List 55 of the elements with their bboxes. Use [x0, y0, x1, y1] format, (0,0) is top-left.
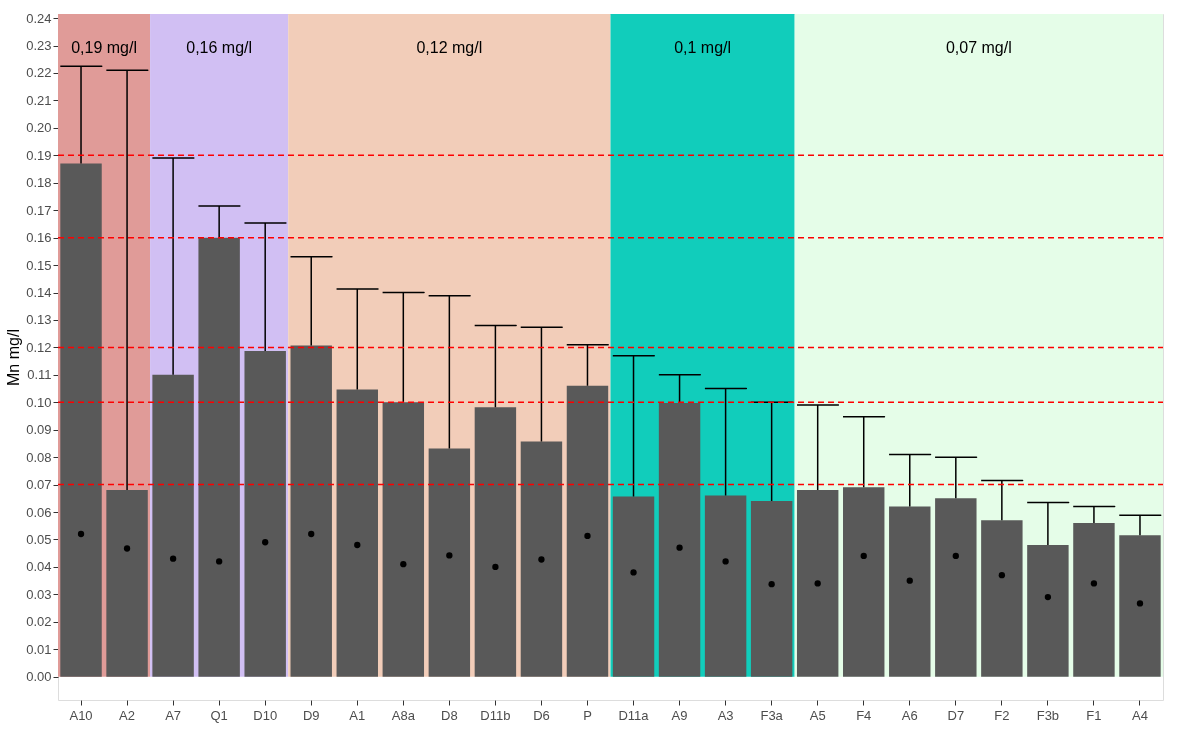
y-tick-label: 0.21	[26, 92, 52, 108]
y-tick-label: 0.17	[26, 202, 52, 218]
band-label: 0,1 mg/l	[674, 39, 732, 56]
x-tick-label: A8a	[391, 707, 416, 723]
x-tick-label: F2	[994, 707, 1010, 723]
x-tick-label: D11b	[480, 707, 511, 723]
x-tick-label: D11a	[618, 707, 650, 723]
band-label: 0,16 mg/l	[186, 39, 253, 56]
y-tick-label: 0.19	[26, 147, 52, 163]
x-tick-label: A2	[119, 707, 136, 723]
x-tick-label: F3b	[1036, 707, 1060, 723]
x-tick-label: Q1	[210, 707, 228, 723]
y-tick-label: 0.14	[26, 285, 52, 301]
x-tick-label: A10	[69, 707, 93, 723]
y-tick-label: 0.20	[26, 120, 52, 136]
band-label: 0,12 mg/l	[416, 39, 483, 56]
x-tick-label: D9	[302, 707, 320, 723]
y-tick-label: 0.02	[26, 614, 52, 630]
x-tick-label: A5	[809, 707, 826, 723]
y-tick-label: 0.12	[26, 339, 52, 355]
y-tick-label: 0.07	[26, 477, 52, 493]
x-tick-label: A9	[671, 707, 688, 723]
y-tick-label: 0.22	[26, 65, 52, 81]
y-tick-label: 0.08	[26, 449, 52, 465]
x-tick-label: D7	[947, 707, 965, 723]
x-tick-label: F4	[856, 707, 872, 723]
x-tick-label: D10	[253, 707, 278, 723]
x-tick-label: A6	[901, 707, 918, 723]
x-tick-label: D8	[441, 707, 458, 723]
y-tick-label: 0.03	[26, 586, 52, 602]
x-tick-label: A7	[165, 707, 182, 723]
y-tick-label: 0.11	[27, 367, 52, 383]
y-tick-label: 0.05	[26, 531, 52, 547]
y-tick-label: 0.13	[26, 312, 52, 328]
y-tick-label: 0.23	[26, 38, 52, 54]
y-tick-label: 0.09	[26, 422, 52, 438]
x-tick-label: D6	[533, 707, 550, 723]
y-tick-label: 0.01	[26, 641, 52, 657]
x-tick-label: F1	[1086, 707, 1102, 723]
y-tick-label: 0.10	[26, 394, 52, 410]
band-label: 0,07 mg/l	[945, 39, 1012, 56]
y-tick-label: 0.24	[26, 10, 52, 26]
x-tick-label: A3	[717, 707, 734, 723]
x-tick-label: A4	[1132, 707, 1148, 723]
y-tick-label: 0.15	[26, 257, 52, 273]
x-tick-label: A1	[349, 707, 366, 723]
y-tick-label: 0.00	[26, 669, 52, 685]
y-tick-label: 0.18	[26, 175, 52, 191]
x-tick-label: F3a	[760, 707, 784, 723]
x-tick-label: P	[583, 707, 592, 723]
y-tick-label: 0.16	[26, 230, 52, 246]
y-tick-label: 0.06	[26, 504, 52, 520]
y-tick-label: 0.04	[26, 559, 52, 575]
band-label: 0,19 mg/l	[71, 39, 137, 56]
y-axis-title: Mn mg/l	[5, 329, 23, 386]
